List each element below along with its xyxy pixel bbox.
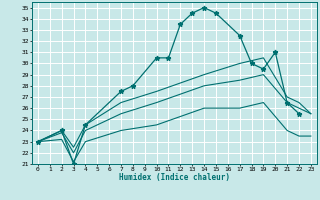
X-axis label: Humidex (Indice chaleur): Humidex (Indice chaleur) xyxy=(119,173,230,182)
